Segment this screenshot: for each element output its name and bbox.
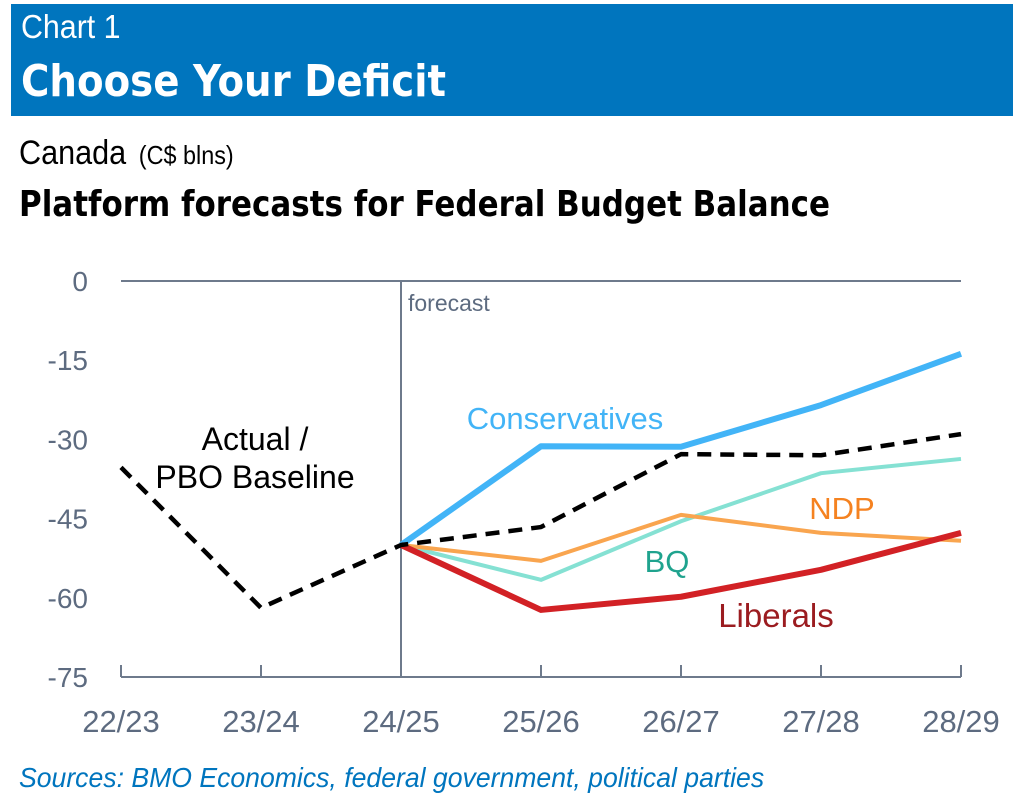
x-tick-label: 23/24 [222,704,300,739]
x-tick-label: 28/29 [922,704,1000,739]
series-line-ndp [400,512,962,563]
y-tick-label: -45 [48,504,88,535]
chart-header: Chart 1 Choose Your Deficit [11,4,1013,116]
units-label: (C$ blns) [138,140,234,170]
y-tick-label: 0 [72,266,88,297]
y-tick-label: -60 [48,583,88,614]
source-note: Sources: BMO Economics, federal governme… [19,762,765,793]
series-label-actual-pbo-baseline: PBO Baseline [155,459,354,495]
series-line-bq [400,456,962,582]
series-line-actual-pbo-baseline [119,431,962,611]
x-tick-label: 22/23 [82,704,160,739]
series-line-conservatives [399,351,963,548]
chart-number: Chart 1 [21,8,121,45]
y-tick-label: -75 [48,662,88,693]
series-lines [119,351,963,613]
series-label-actual-pbo-baseline: Actual / [202,421,309,457]
y-tick-label: -30 [48,424,88,455]
axes: 0 -15 -30 -45 -60 -75 22/23 23/24 24/25 25/26 26/2… [48,266,1000,739]
x-tick-label: 25/26 [502,704,580,739]
series-line-liberals [399,529,962,613]
series-label-ndp: NDP [809,491,874,526]
series-labels: Actual /PBO Baseline Conservatives NDP BQ Li… [155,401,874,634]
forecast-label: forecast [408,290,490,316]
chart-subtitle: Platform forecasts for Federal Budget Ba… [19,184,831,225]
y-tick-label: -15 [48,345,88,376]
series-label-conservatives: Conservatives [467,401,663,436]
series-label-liberals: Liberals [718,597,834,634]
x-tick-label: 24/25 [362,704,440,739]
x-tick-label: 27/28 [782,704,860,739]
chart-title: Choose Your Deficit [21,56,447,107]
region-line: Canada (C$ blns) [19,134,234,173]
x-tick-label: 26/27 [642,704,720,739]
region-label: Canada [19,134,127,172]
series-label-bq: BQ [645,544,690,579]
